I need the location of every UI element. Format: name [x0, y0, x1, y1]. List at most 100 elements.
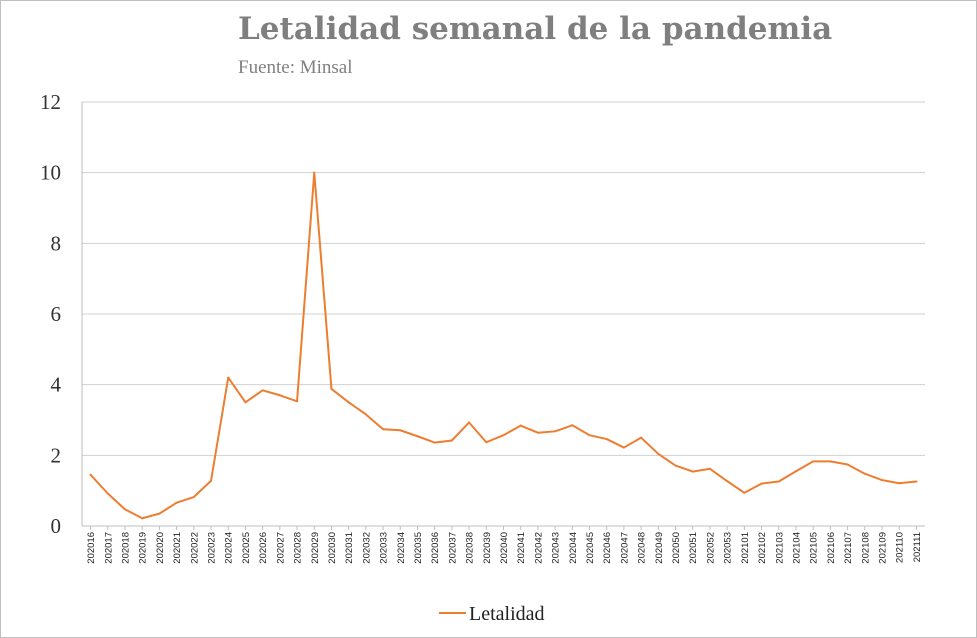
data-point — [450, 439, 453, 442]
x-tick-label: 202020 — [155, 532, 166, 564]
series-line-letalidad — [89, 171, 918, 520]
data-point — [141, 517, 144, 520]
y-tick-label: 2 — [51, 443, 62, 467]
data-point — [158, 512, 161, 515]
x-tick-label: 202036 — [430, 532, 441, 564]
x-tick-label: 202031 — [344, 532, 355, 564]
x-tick-label: 202038 — [465, 532, 476, 564]
x-tick-label: 202042 — [533, 532, 544, 564]
data-point — [726, 480, 729, 483]
data-point — [622, 446, 625, 449]
x-tick-label: 202035 — [413, 532, 424, 564]
x-tick-label: 202018 — [121, 532, 132, 564]
series-group — [89, 171, 918, 520]
legend-label: Letalidad — [469, 603, 545, 625]
data-point — [244, 401, 247, 404]
x-tick-label: 202106 — [826, 532, 837, 564]
chart-title: Letalidad semanal de la pandemia — [238, 11, 833, 47]
x-tick-label: 202034 — [396, 532, 407, 564]
data-point — [898, 482, 901, 485]
x-tick-label: 202103 — [774, 532, 785, 564]
data-point — [605, 438, 608, 441]
x-tick-label: 202017 — [103, 532, 114, 564]
data-point — [399, 429, 402, 432]
y-tick-label: 6 — [51, 302, 62, 326]
data-point — [674, 464, 677, 467]
x-tick-label: 202107 — [843, 532, 854, 564]
x-tick-label: 202048 — [637, 532, 648, 564]
x-tick-label: 202046 — [602, 532, 613, 564]
data-point — [313, 171, 316, 174]
x-tick-label: 202024 — [224, 532, 235, 564]
data-point — [296, 400, 299, 403]
x-tick-label: 202041 — [516, 532, 527, 564]
x-tick-label: 202033 — [379, 532, 390, 564]
x-tick-label: 202032 — [361, 532, 372, 564]
x-tick-label: 202045 — [585, 532, 596, 564]
data-point — [416, 435, 419, 438]
x-tick-label: 202051 — [688, 532, 699, 564]
x-tick-label: 202104 — [791, 532, 802, 564]
x-axis-ticks: 202016 202017 202018 202019 202020 202021 2020… — [86, 526, 923, 564]
data-point — [863, 472, 866, 475]
y-tick-label: 4 — [51, 373, 62, 397]
x-tick-label: 202025 — [241, 532, 252, 564]
data-point — [846, 463, 849, 466]
data-point — [382, 428, 385, 431]
data-point — [760, 482, 763, 485]
y-tick-label: 8 — [51, 231, 62, 255]
data-point — [227, 376, 230, 379]
x-tick-label: 202027 — [275, 532, 286, 564]
data-point — [261, 389, 264, 392]
x-tick-label: 202029 — [310, 532, 321, 564]
data-point — [743, 491, 746, 494]
data-point — [468, 421, 471, 424]
x-tick-label: 202109 — [877, 532, 888, 564]
data-point — [777, 480, 780, 483]
x-tick-label: 202040 — [499, 532, 510, 564]
y-tick-label: 10 — [40, 161, 61, 185]
legend: Letalidad — [439, 603, 545, 625]
x-tick-label: 202052 — [705, 532, 716, 564]
y-tick-label: 0 — [51, 514, 62, 538]
x-tick-label: 202101 — [740, 532, 751, 564]
x-tick-label: 202111 — [912, 532, 923, 562]
data-point — [192, 496, 195, 499]
y-tick-label: 12 — [40, 90, 61, 114]
x-tick-label: 202053 — [723, 532, 734, 564]
y-axis-ticks: 0 2 4 6 8 10 12 — [40, 90, 62, 538]
data-point — [536, 431, 539, 434]
data-point — [794, 470, 797, 473]
data-point — [364, 413, 367, 416]
x-tick-label: 202105 — [809, 532, 820, 564]
data-point — [571, 424, 574, 427]
data-point — [278, 394, 281, 397]
chart-subtitle: Fuente: Minsal — [238, 57, 353, 78]
x-tick-label: 202026 — [258, 532, 269, 564]
data-point — [708, 467, 711, 470]
x-tick-label: 202043 — [551, 532, 562, 564]
x-tick-label: 202019 — [138, 532, 149, 564]
data-point — [554, 430, 557, 433]
data-point — [210, 479, 213, 482]
data-point — [502, 434, 505, 437]
x-tick-label: 202023 — [207, 532, 218, 564]
data-point — [485, 441, 488, 444]
data-point — [588, 434, 591, 437]
x-tick-label: 202028 — [293, 532, 304, 564]
x-tick-label: 202049 — [654, 532, 665, 564]
x-tick-label: 202022 — [189, 532, 200, 564]
x-tick-label: 202110 — [895, 532, 906, 563]
x-tick-label: 202050 — [671, 532, 682, 564]
data-point — [433, 441, 436, 444]
data-point — [812, 460, 815, 463]
x-tick-label: 202108 — [860, 532, 871, 564]
x-tick-label: 202047 — [619, 532, 630, 564]
data-point — [880, 479, 883, 482]
x-tick-label: 202021 — [172, 532, 183, 564]
data-point — [915, 480, 918, 483]
x-tick-label: 202016 — [86, 532, 97, 564]
x-tick-label: 202037 — [447, 532, 458, 564]
